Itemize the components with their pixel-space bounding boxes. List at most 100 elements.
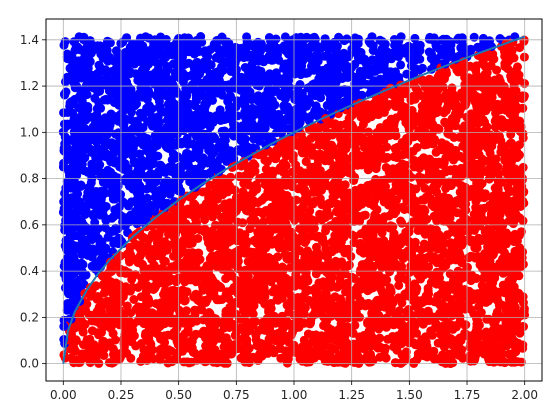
scatter-point [348,151,358,160]
scatter-point [59,321,69,331]
scatter-point [192,37,202,47]
scatter-point [408,257,418,267]
scatter-point [337,341,347,351]
scatter-point [285,263,295,273]
scatter-point [469,32,479,42]
scatter-point [180,314,190,324]
scatter-point [77,159,87,169]
scatter-point [484,314,494,324]
scatter-point [60,37,70,47]
scatter-point [433,291,443,301]
scatter-point [158,57,168,67]
scatter-point [93,233,103,243]
scatter-point [295,80,305,89]
scatter-point [487,286,497,296]
scatter-point [406,147,416,157]
scatter-point [151,136,161,146]
scatter-point [127,150,137,160]
scatter-point [510,229,520,239]
scatter-point [85,225,95,235]
scatter-point [281,151,291,161]
scatter-point [128,184,138,194]
scatter-point [323,170,333,180]
scatter-point [118,37,128,47]
scatter-point [278,189,287,199]
scatter-point [490,218,500,228]
scatter-point [115,193,125,203]
scatter-point [205,69,215,79]
scatter-point [421,261,431,271]
scatter-point [129,177,139,187]
scatter-point [91,187,101,196]
scatter-point [205,45,215,55]
scatter-point [138,71,148,81]
scatter-point [359,330,369,340]
scatter-point [195,128,205,138]
scatter-point [517,91,527,101]
scatter-point [81,270,91,280]
scatter-point [153,92,163,102]
scatter-point [271,34,281,44]
scatter-point [434,230,444,240]
scatter-point [483,244,493,254]
scatter-point [513,62,522,72]
scatter-point [295,166,305,176]
scatter-point [103,153,113,163]
scatter-point [229,320,239,330]
scatter-point [131,341,141,351]
scatter-point [478,264,488,274]
scatter-point [430,157,440,167]
scatter-point [129,50,138,60]
scatter-point [491,167,501,177]
scatter-point [237,121,247,131]
scatter-point [353,39,363,49]
scatter-point [440,44,450,54]
plot-area [58,32,530,369]
scatter-point [301,157,311,167]
scatter-point [103,296,112,306]
scatter-point [125,67,135,77]
scatter-point [496,136,506,146]
scatter-point [219,323,229,333]
scatter-point [418,173,427,183]
scatter-point [368,320,378,330]
scatter-point [115,320,125,330]
scatter-point [211,184,221,193]
scatter-point [230,247,240,257]
scatter-point [303,68,313,78]
scatter-point [519,306,529,316]
scatter-point [409,91,418,101]
scatter-point [236,135,246,145]
scatter-point [184,343,194,353]
scatter-point [251,105,261,115]
scatter-point [438,335,448,345]
scatter-point [182,268,192,278]
scatter-point [83,74,93,84]
scatter-point [99,288,109,298]
scatter-point [111,139,121,149]
scatter-point [487,270,497,280]
scatter-point [306,261,316,271]
scatter-point [86,165,96,175]
scatter-point [101,202,111,211]
scatter-point [490,183,500,193]
scatter-point [204,193,214,203]
scatter-point [168,314,177,324]
scatter-point [106,324,116,333]
scatter-point [261,98,271,108]
scatter-point [473,251,482,261]
scatter-point [306,133,316,143]
scatter-point [271,68,281,78]
scatter-point [125,257,134,267]
scatter-point [482,68,492,78]
scatter-point [382,119,392,128]
scatter-point [320,213,330,223]
scatter-point [415,310,425,320]
scatter-point [180,295,190,305]
scatter-point [492,65,502,75]
scatter-point [148,345,158,355]
scatter-point [484,296,493,306]
scatter-point [270,284,280,294]
scatter-point [326,311,336,321]
